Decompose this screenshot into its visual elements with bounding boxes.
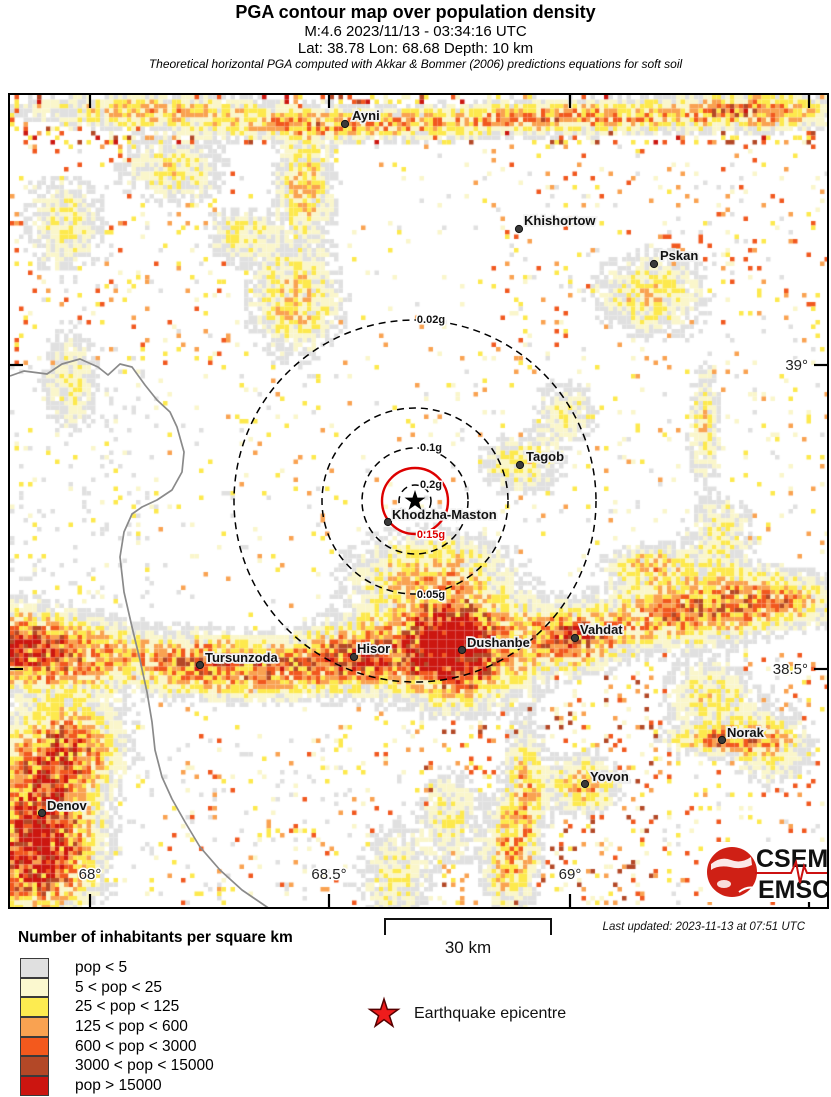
city-label-Yovon: Yovon <box>590 769 629 784</box>
pga-contour-label-0.1g: 0.1g <box>420 442 442 454</box>
city-marker-Dushanbe <box>457 645 467 655</box>
epicentre-star-glyph <box>367 996 401 1029</box>
title-block: PGA contour map over population density … <box>0 2 831 72</box>
pga-contour-0.05g <box>321 407 509 595</box>
epicentre-legend: Earthquake epicentre <box>366 996 566 1032</box>
legend-row-1: 5 < pop < 25 <box>20 977 214 998</box>
city-label-Hisor: Hisor <box>357 641 390 656</box>
pga-contour-label-0.02g: 0.02g <box>417 314 445 326</box>
city-label-Norak: Norak <box>727 725 765 740</box>
city-label-Pskan: Pskan <box>660 248 698 263</box>
city-marker-Norak <box>717 735 727 745</box>
pga-contour-0.15g <box>380 466 450 536</box>
epicentre-legend-label: Earthquake epicentre <box>414 1005 567 1022</box>
legend-row-0: pop < 5 <box>20 958 214 978</box>
legend-swatch-1 <box>20 977 49 998</box>
city-label-Denov: Denov <box>47 798 88 813</box>
city-label-Ayni: Ayni <box>352 108 380 123</box>
lon-axis-label: 69° <box>559 866 582 883</box>
legend-label-2: 25 < pop < 125 <box>75 998 180 1016</box>
lon-axis-label: 68° <box>79 866 102 883</box>
methodology-note: Theoretical horizontal PGA computed with… <box>148 57 683 71</box>
page-title: PGA contour map over population density <box>235 2 596 22</box>
legend-label-4: 600 < pop < 3000 <box>75 1037 197 1055</box>
legend-swatch-2 <box>20 997 49 1018</box>
legend-label-1: 5 < pop < 25 <box>75 978 163 996</box>
epicenter-star-icon <box>404 490 426 510</box>
legend-label-6: pop > 15000 <box>75 1076 162 1094</box>
pga-contour-label-0.2g: 0.2g <box>420 479 442 491</box>
legend-row-6: pop > 15000 <box>20 1076 214 1096</box>
legend-label-5: 3000 < pop < 15000 <box>75 1057 214 1075</box>
legend-swatch-6 <box>20 1076 49 1096</box>
legend-swatch-5 <box>20 1056 49 1077</box>
city-marker-Yovon <box>580 779 590 789</box>
legend-label-3: 125 < pop < 600 <box>75 1017 188 1035</box>
scale-bar-label: 30 km <box>444 938 492 957</box>
legend-row-4: 600 < pop < 3000 <box>20 1036 214 1057</box>
lon-axis-label: 68.5° <box>311 866 346 883</box>
event-location: Lat: 38.78 Lon: 68.68 Depth: 10 km <box>297 40 534 57</box>
city-marker-Khodzha-Maston <box>383 517 393 527</box>
city-label-Khishortow: Khishortow <box>524 213 596 228</box>
legend-swatch-4 <box>20 1036 49 1057</box>
country-border-line <box>10 358 269 907</box>
pga-contour-0.2g <box>398 484 432 518</box>
logo-globe-icon <box>707 847 757 897</box>
epicentre-star-icon <box>367 996 401 1029</box>
lat-axis-label: 39° <box>785 357 808 374</box>
city-label-Vahdat: Vahdat <box>580 622 623 637</box>
city-marker-Pskan <box>649 259 659 269</box>
city-marker-Tursunzoda <box>195 660 205 670</box>
city-label-Dushanbe: Dushanbe <box>467 635 530 650</box>
legend-row-5: 3000 < pop < 15000 <box>20 1056 214 1077</box>
scale-bar <box>384 918 552 935</box>
pga-contour-label-0.05g: 0.05g <box>417 589 445 601</box>
city-marker-Vahdat <box>570 633 580 643</box>
city-marker-Denov <box>37 808 47 818</box>
city-marker-Hisor <box>349 652 359 662</box>
city-label-Khodzha-Maston: Khodzha-Maston <box>392 507 497 522</box>
pga-contour-label-0.15g: 0.15g <box>417 529 445 541</box>
logo-seismogram-trace <box>755 858 827 884</box>
city-marker-Khishortow <box>514 224 524 234</box>
logo-text-emsc: EMSC <box>758 876 827 904</box>
map-overlay-svg: 0.02g 0.05g 0.1g 0.2g 0.15g 68° 68.5° 69° 39° 38.… <box>10 95 827 907</box>
legend-row-3: 125 < pop < 600 <box>20 1017 214 1037</box>
city-label-Tagob: Tagob <box>526 449 564 464</box>
csem-emsc-logo: CSEM EMSC <box>705 842 827 904</box>
last-updated-text: Last updated: 2023-11-13 at 07:51 UTC <box>602 921 805 933</box>
legend-swatch-0 <box>20 958 49 978</box>
population-legend-title: Number of inhabitants per square km <box>18 929 293 946</box>
map-frame: 0.02g 0.05g 0.1g 0.2g 0.15g 68° 68.5° 69° 39° 38.… <box>8 93 829 909</box>
legend-label-0: pop < 5 <box>75 958 128 976</box>
city-label-Tursunzoda: Tursunzoda <box>205 650 278 665</box>
city-marker-Ayni <box>340 119 350 129</box>
pga-contour-0.1g <box>361 447 469 555</box>
population-legend: pop < 5 5 < pop < 25 25 < pop < 125 125 < p… <box>20 958 214 1096</box>
logo-text-csem: CSEM <box>756 845 827 873</box>
legend-row-2: 25 < pop < 125 <box>20 997 214 1018</box>
lat-axis-label: 38.5° <box>773 661 808 678</box>
legend-swatch-3 <box>20 1017 49 1037</box>
city-marker-Tagob <box>515 460 525 470</box>
event-magnitude-time: M:4.6 2023/11/13 - 03:34:16 UTC <box>304 23 527 40</box>
pga-contour-0.02g <box>233 319 597 683</box>
